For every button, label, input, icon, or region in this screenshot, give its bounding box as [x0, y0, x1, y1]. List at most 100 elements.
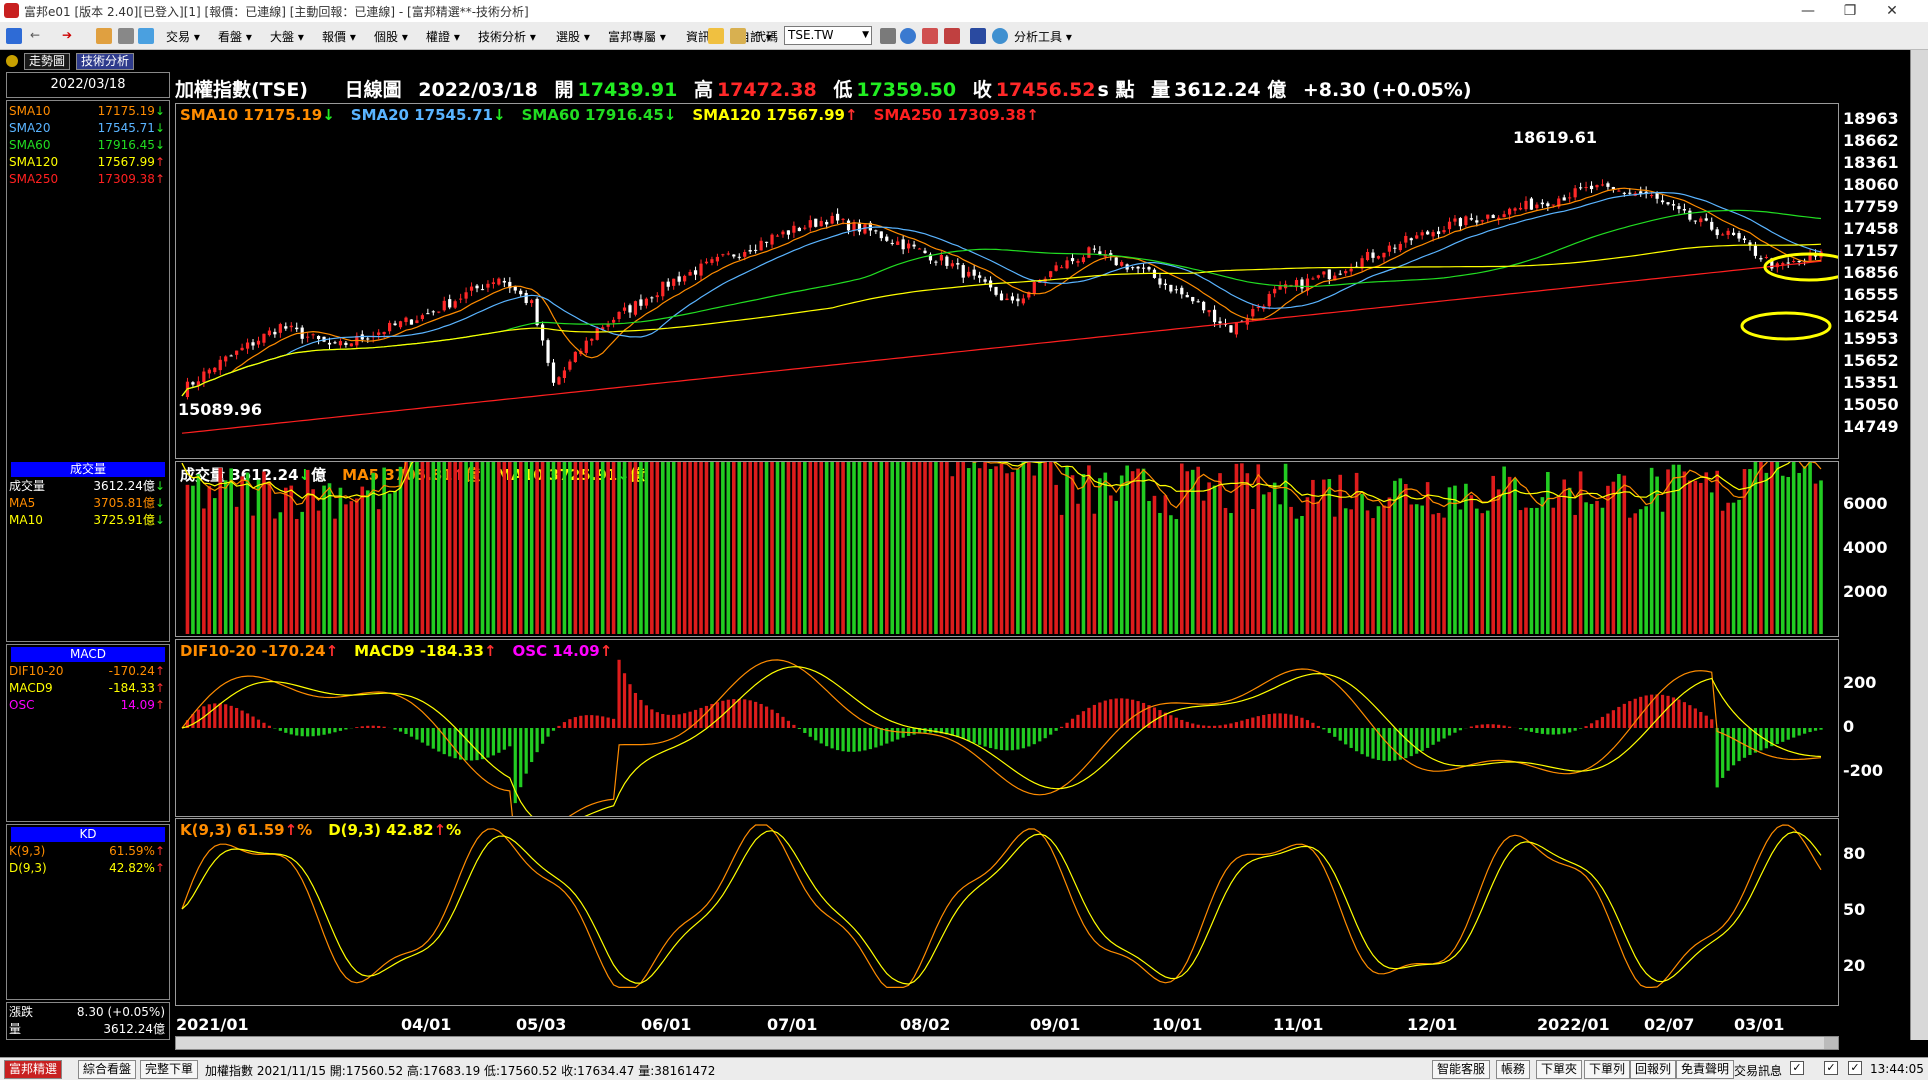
report-bar-button[interactable]: 回報列	[1630, 1060, 1677, 1079]
checkbox-icon[interactable]: ✓	[1824, 1061, 1838, 1075]
volume-bar	[1627, 517, 1632, 634]
macd-chart[interactable]	[176, 640, 1838, 816]
volume-bars[interactable]	[176, 462, 1838, 636]
tab-intraday[interactable]: 走勢圖	[24, 53, 71, 70]
analysis-tools-label: 分析工具	[1014, 30, 1063, 44]
candle-body	[420, 315, 424, 320]
menu-2[interactable]: 大盤 ▾	[270, 28, 304, 45]
pointer-icon[interactable]	[970, 28, 986, 44]
user-icon[interactable]	[96, 28, 112, 44]
price-chart-panel[interactable]: SMA10 17175.19↓ SMA20 17545.71↓ SMA60 1791…	[175, 103, 1839, 459]
stock-code-input[interactable]: TSE.TW ▼	[784, 26, 872, 45]
save-icon[interactable]	[730, 28, 746, 44]
kd-chart[interactable]	[176, 819, 1838, 1005]
osc-bar	[1152, 707, 1157, 728]
overview-button[interactable]: 綜合看盤	[78, 1060, 137, 1079]
candle-body	[1584, 186, 1588, 188]
account-button[interactable]: 帳務	[1496, 1060, 1531, 1079]
osc-bar	[1480, 724, 1484, 728]
menu-1[interactable]: 看盤 ▾	[218, 28, 252, 45]
volume-bar	[333, 518, 337, 634]
low-label: 低	[833, 79, 853, 101]
analysis-tools-icon[interactable]	[992, 28, 1008, 44]
alert-icon[interactable]	[922, 28, 938, 44]
disclaimer-button[interactable]: 免責聲明	[1676, 1060, 1735, 1079]
print-icon[interactable]	[118, 28, 134, 44]
volume-bar	[1813, 483, 1818, 634]
checkbox-icon[interactable]: ✓	[1848, 1061, 1862, 1075]
candle-body	[480, 289, 485, 291]
chevron-down-icon[interactable]: ▼	[862, 30, 869, 40]
candle-body	[540, 324, 545, 341]
osc-bar	[1546, 728, 1550, 735]
scroll-right-arrow-icon[interactable]	[1824, 1037, 1838, 1049]
transfer-icon[interactable]	[944, 28, 960, 44]
kd-chart-panel[interactable]: K(9,3) 61.59↑% D(9,3) 42.82↑%	[175, 818, 1839, 1006]
info-row: 量 3612.24億	[9, 1021, 167, 1038]
menu-3[interactable]: 報價 ▾	[322, 28, 356, 45]
volume-bar	[852, 462, 856, 634]
calculator-icon[interactable]	[708, 28, 724, 44]
arrow-up-icon: ↑	[483, 642, 497, 660]
osc-bar	[1382, 728, 1386, 761]
menu-7[interactable]: 選股 ▾	[556, 28, 590, 45]
order-folder-button[interactable]: 下單夾	[1536, 1060, 1583, 1079]
candle-body	[841, 218, 845, 220]
menu-6[interactable]: 技術分析 ▾	[478, 28, 536, 45]
home-icon[interactable]	[6, 28, 22, 44]
volume-bar	[1251, 508, 1255, 634]
volume-bar	[1709, 492, 1714, 634]
candle-body	[1404, 235, 1408, 243]
candlestick-chart[interactable]	[176, 104, 1838, 458]
tab-technical[interactable]: 技術分析	[76, 53, 135, 70]
row-label: SMA20	[9, 121, 51, 135]
osc-bar	[934, 728, 938, 733]
analysis-tools-menu[interactable]: 分析工具 ▾	[1014, 30, 1072, 44]
legend-text: SMA120 17567.99	[692, 106, 845, 124]
candle-body	[311, 334, 315, 336]
maximize-button[interactable]: ❐	[1843, 3, 1857, 19]
osc-bar	[857, 728, 862, 752]
row-value: 3612.24億	[103, 1021, 165, 1038]
osc-bar	[1469, 726, 1473, 728]
candle-body	[1300, 279, 1304, 289]
window-icon[interactable]	[138, 28, 154, 44]
menu-8[interactable]: 富邦專屬 ▾	[608, 28, 666, 45]
minimize-button[interactable]: —	[1801, 3, 1815, 19]
order-bar-button[interactable]: 下單列	[1584, 1060, 1631, 1079]
osc-bar	[715, 702, 720, 728]
candle-body	[606, 324, 610, 327]
candle-body	[1278, 286, 1282, 290]
checkbox-icon[interactable]: ✓	[1790, 1061, 1804, 1075]
volume-bar	[1300, 515, 1304, 634]
fubon-select-button[interactable]: 富邦精選	[4, 1060, 63, 1079]
candle-body	[972, 269, 976, 276]
full-order-button[interactable]: 完整下單	[140, 1060, 199, 1079]
forward-icon[interactable]: ➔	[62, 28, 73, 42]
osc-bar	[852, 728, 856, 752]
volume-bar	[464, 462, 468, 634]
osc-bar	[661, 713, 665, 728]
menu-5[interactable]: 權證 ▾	[426, 28, 460, 45]
volume-bar	[1464, 483, 1468, 634]
menu-4[interactable]: 個股 ▾	[374, 28, 408, 45]
candle-body	[1447, 221, 1452, 230]
back-icon[interactable]: ←	[30, 28, 41, 42]
macd-chart-panel[interactable]: DIF10-20 -170.24↑ MACD9 -184.33↑ OSC 14.09…	[175, 639, 1839, 817]
list-icon[interactable]	[880, 28, 896, 44]
close-button[interactable]: ✕	[1886, 3, 1898, 19]
volume-bar	[1556, 496, 1561, 634]
smart-service-button[interactable]: 智能客服	[1432, 1060, 1491, 1079]
search-icon[interactable]	[900, 28, 916, 44]
candle-body	[568, 361, 572, 370]
osc-bar	[256, 719, 261, 728]
window-title: 富邦e01 [版本 2.40][已登入][1] [報價：已連線] [主動回報：已…	[24, 5, 529, 19]
candle-body	[256, 340, 261, 345]
horizontal-scrollbar[interactable]	[175, 1036, 1839, 1050]
arrow-up-icon: ↑	[284, 821, 298, 839]
volume-bar	[344, 504, 348, 634]
menu-0[interactable]: 交易 ▾	[166, 28, 200, 45]
arrow-up-icon: ↑	[154, 664, 165, 678]
vertical-scrollbar[interactable]	[1910, 50, 1928, 1040]
